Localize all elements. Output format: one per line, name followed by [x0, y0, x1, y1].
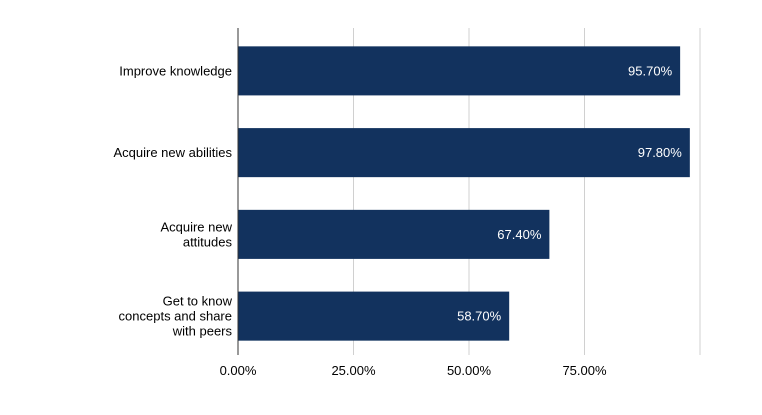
bar: [238, 291, 510, 341]
data-label: 97.80%: [638, 145, 683, 160]
bar: [238, 209, 550, 259]
category-labels: Improve knowledge Acquire new abilities Ac…: [113, 63, 232, 338]
category-label: Acquire new abilities: [113, 145, 232, 160]
category-label: Improve knowledge: [119, 63, 232, 78]
x-tick-labels: 0.00% 25.00% 50.00% 75.00%: [220, 363, 607, 378]
x-tick-label: 50.00%: [447, 363, 492, 378]
bar: [238, 46, 681, 96]
data-labels: 95.70% 97.80% 67.40% 58.70%: [457, 63, 682, 323]
x-tick-label: 75.00%: [562, 363, 607, 378]
x-tick-label: 25.00%: [331, 363, 376, 378]
x-tick-label: 0.00%: [220, 363, 257, 378]
bars: [238, 46, 690, 341]
category-label: Get to know concepts and share with peers: [119, 294, 233, 339]
category-label: Acquire new attitudes: [160, 219, 232, 249]
data-label: 67.40%: [497, 227, 542, 242]
data-label: 58.70%: [457, 309, 502, 324]
bar: [238, 128, 690, 178]
data-label: 95.70%: [628, 63, 673, 78]
